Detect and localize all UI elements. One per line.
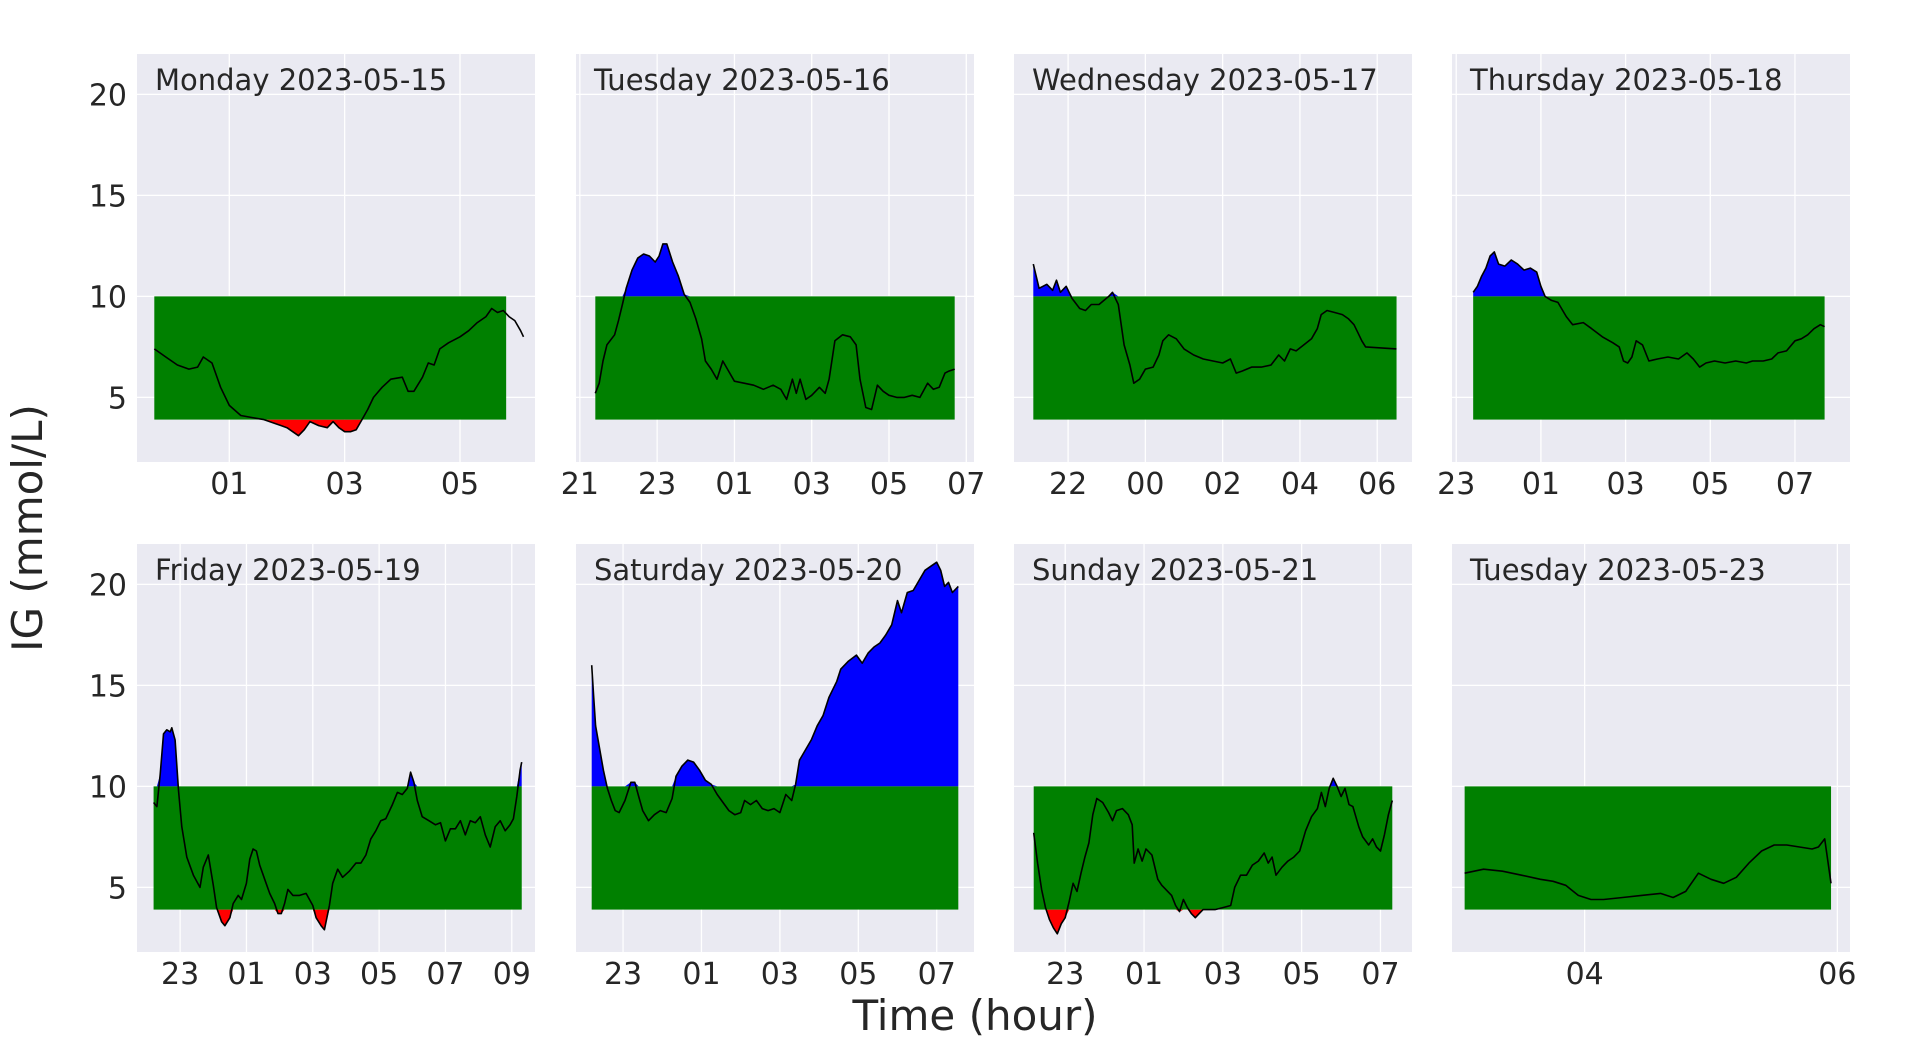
x-tick-label: 07 — [947, 467, 985, 502]
x-tick-label: 02 — [1204, 467, 1242, 502]
panel-title: Tuesday 2023-05-16 — [593, 63, 890, 97]
target-range-band — [1473, 296, 1825, 420]
panel-6: Saturday 2023-05-20 23 01 03 05 07 — [576, 544, 974, 992]
x-tick-label: 03 — [294, 957, 332, 992]
y-tick-label: 10 — [89, 280, 127, 315]
x-tick-label: 04 — [1566, 957, 1604, 992]
panel-2: Tuesday 2023-05-16 21 23 01 03 05 07 — [561, 54, 985, 502]
y-tick-label: 15 — [89, 179, 127, 214]
x-tick-label: 01 — [715, 467, 753, 502]
x-tick-label: 03 — [761, 957, 799, 992]
target-range-band — [1033, 296, 1397, 420]
glucose-trace — [152, 727, 523, 931]
panel-1: Monday 2023-05-15 01 03 05 5 10 15 20 — [89, 54, 535, 502]
y-tick-label: 15 — [89, 669, 127, 704]
panel-3: Wednesday 2023-05-17 22 00 02 04 06 — [1014, 54, 1412, 502]
x-tick-label: 05 — [870, 467, 908, 502]
x-tick-label: 07 — [918, 957, 956, 992]
above-range-area — [595, 243, 955, 297]
x-tick-label: 01 — [1522, 467, 1560, 502]
panel-7: Sunday 2023-05-21 23 01 03 05 07 — [1014, 544, 1412, 992]
glucose-trace — [1032, 777, 1394, 935]
x-tick-label: 06 — [1818, 957, 1856, 992]
y-axis-title: IG (mmol/L) — [3, 404, 52, 652]
x-tick-label: 22 — [1049, 467, 1087, 502]
x-tick-label: 23 — [604, 957, 642, 992]
panel-title: Wednesday 2023-05-17 — [1032, 63, 1378, 97]
glucose-trace — [153, 307, 525, 437]
target-range-band — [153, 786, 522, 910]
x-tick-label: 07 — [1776, 467, 1814, 502]
panel-title: Thursday 2023-05-18 — [1469, 63, 1783, 97]
x-tick-label: 05 — [360, 957, 398, 992]
x-tick-label: 04 — [1281, 467, 1319, 502]
panel-5: Friday 2023-05-19 23 01 03 05 07 09 5 10 15 20 — [89, 544, 535, 992]
x-axis-title: Time (hour) — [851, 991, 1097, 1040]
above-range-area — [591, 562, 959, 787]
panel-title: Saturday 2023-05-20 — [594, 553, 902, 587]
x-tick-label: 09 — [493, 957, 531, 992]
glucose-trace — [590, 561, 959, 822]
x-tick-label: 05 — [1691, 467, 1729, 502]
y-tick-label: 20 — [89, 568, 127, 603]
above-range-area — [1473, 251, 1825, 297]
glucose-trace — [1032, 263, 1397, 384]
x-tick-label: 03 — [326, 467, 364, 502]
x-tick-label: 03 — [1204, 957, 1242, 992]
x-tick-label: 06 — [1358, 467, 1396, 502]
panel-title: Tuesday 2023-05-23 — [1469, 553, 1766, 587]
panel-title: Sunday 2023-05-21 — [1032, 553, 1318, 587]
x-tick-label: 07 — [426, 957, 464, 992]
y-tick-label: 10 — [89, 770, 127, 805]
target-range-band — [591, 786, 959, 910]
target-range-band — [154, 296, 507, 420]
x-tick-label: 03 — [1607, 467, 1645, 502]
panel-8: Tuesday 2023-05-23 04 06 — [1452, 544, 1856, 992]
x-tick-label: 00 — [1126, 467, 1164, 502]
panel-title: Friday 2023-05-19 — [155, 553, 421, 587]
x-tick-label: 01 — [1125, 957, 1163, 992]
target-range-band — [595, 296, 955, 420]
x-tick-label: 23 — [1437, 467, 1475, 502]
y-tick-label: 5 — [108, 381, 127, 416]
x-tick-label: 05 — [1283, 957, 1321, 992]
x-tick-label: 05 — [441, 467, 479, 502]
x-tick-label: 03 — [793, 467, 831, 502]
glucose-trace — [594, 243, 955, 411]
y-tick-label: 20 — [89, 78, 127, 113]
target-range-band — [1033, 786, 1393, 910]
glucose-trace — [1464, 838, 1832, 901]
x-tick-label: 23 — [161, 957, 199, 992]
glucose-trace — [1472, 251, 1825, 368]
x-tick-label: 01 — [227, 957, 265, 992]
target-range-band — [1464, 786, 1832, 910]
below-range-area — [153, 909, 522, 930]
x-tick-label: 01 — [682, 957, 720, 992]
panel-title: Monday 2023-05-15 — [155, 63, 447, 97]
x-tick-label: 23 — [1046, 957, 1084, 992]
panel-4: Thursday 2023-05-18 23 01 03 05 07 — [1437, 54, 1850, 502]
x-tick-label: 07 — [1361, 957, 1399, 992]
x-tick-label: 21 — [561, 467, 599, 502]
chart-panels: Monday 2023-05-15 01 03 05 5 10 15 20 Tuesday 20… — [89, 54, 1856, 992]
x-tick-label: 23 — [638, 467, 676, 502]
x-tick-label: 05 — [839, 957, 877, 992]
x-tick-label: 01 — [210, 467, 248, 502]
y-tick-label: 5 — [108, 871, 127, 906]
